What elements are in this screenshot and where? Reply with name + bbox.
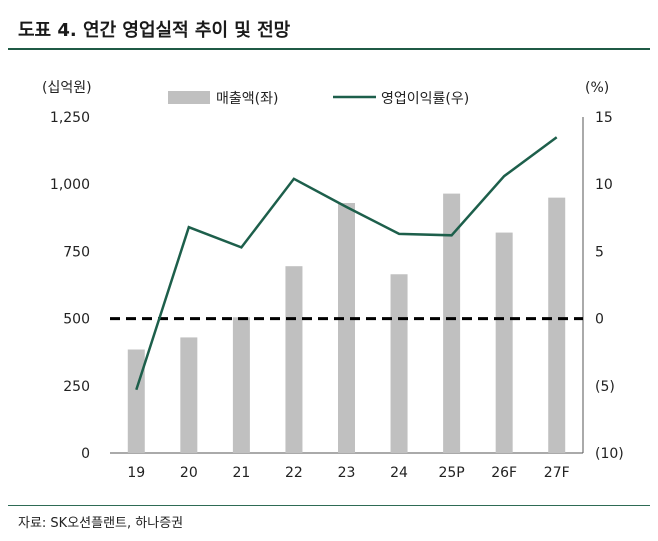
x-tick-label: 26F — [491, 465, 517, 481]
right-tick-label: 10 — [595, 177, 613, 193]
legend-label-line: 영업이익률(우) — [381, 91, 469, 107]
bar-series — [127, 193, 566, 453]
title-rule — [8, 48, 650, 50]
left-axis-label: (십억원) — [42, 80, 92, 96]
left-tick-label: 1,250 — [50, 110, 90, 126]
x-tick-label: 22 — [285, 465, 303, 481]
source-rule — [8, 505, 650, 506]
x-tick-label: 21 — [232, 465, 250, 481]
right-tick-label: (5) — [595, 379, 615, 395]
legend: 매출액(좌) 영업이익률(우) — [168, 91, 469, 107]
right-tick-label: (10) — [595, 446, 624, 462]
chart: 0 250 500 750 1,000 1,250 (10) (5) 0 5 10 15 19 20 21 2… — [42, 80, 624, 481]
x-tick-label: 24 — [390, 465, 408, 481]
x-tick-label: 19 — [127, 465, 145, 481]
right-axis-label: (%) — [585, 80, 609, 96]
x-tick-label: 27F — [544, 465, 570, 481]
x-tick-label: 23 — [338, 465, 356, 481]
left-tick-label: 250 — [63, 379, 90, 395]
x-tick-label: 25P — [438, 465, 464, 481]
line-series — [135, 136, 558, 391]
bar-22 — [285, 266, 303, 453]
source-note: 자료: SK오션플랜트, 하나증권 — [18, 516, 184, 531]
legend-label-bar: 매출액(좌) — [216, 91, 278, 107]
bar-26F — [495, 232, 513, 453]
bar-25P — [443, 193, 461, 453]
bar-20 — [180, 337, 198, 453]
bar-27F — [548, 197, 566, 453]
right-tick-label: 15 — [595, 110, 613, 126]
bar-24 — [390, 274, 408, 453]
x-tick-label: 20 — [180, 465, 198, 481]
left-tick-label: 0 — [81, 446, 90, 462]
legend-swatch-bar — [168, 91, 210, 104]
bar-21 — [232, 317, 250, 453]
left-tick-label: 1,000 — [50, 177, 90, 193]
right-tick-label: 5 — [595, 244, 604, 260]
left-tick-label: 750 — [63, 244, 90, 260]
tick-labels: 0 250 500 750 1,000 1,250 (10) (5) 0 5 10 15 19 20 21 2… — [42, 80, 624, 481]
bar-19 — [127, 349, 145, 453]
left-tick-label: 500 — [63, 312, 90, 328]
chart-title: 도표 4. 연간 영업실적 추이 및 전망 — [18, 20, 291, 41]
right-tick-label: 0 — [595, 312, 604, 328]
bar-23 — [338, 203, 355, 453]
